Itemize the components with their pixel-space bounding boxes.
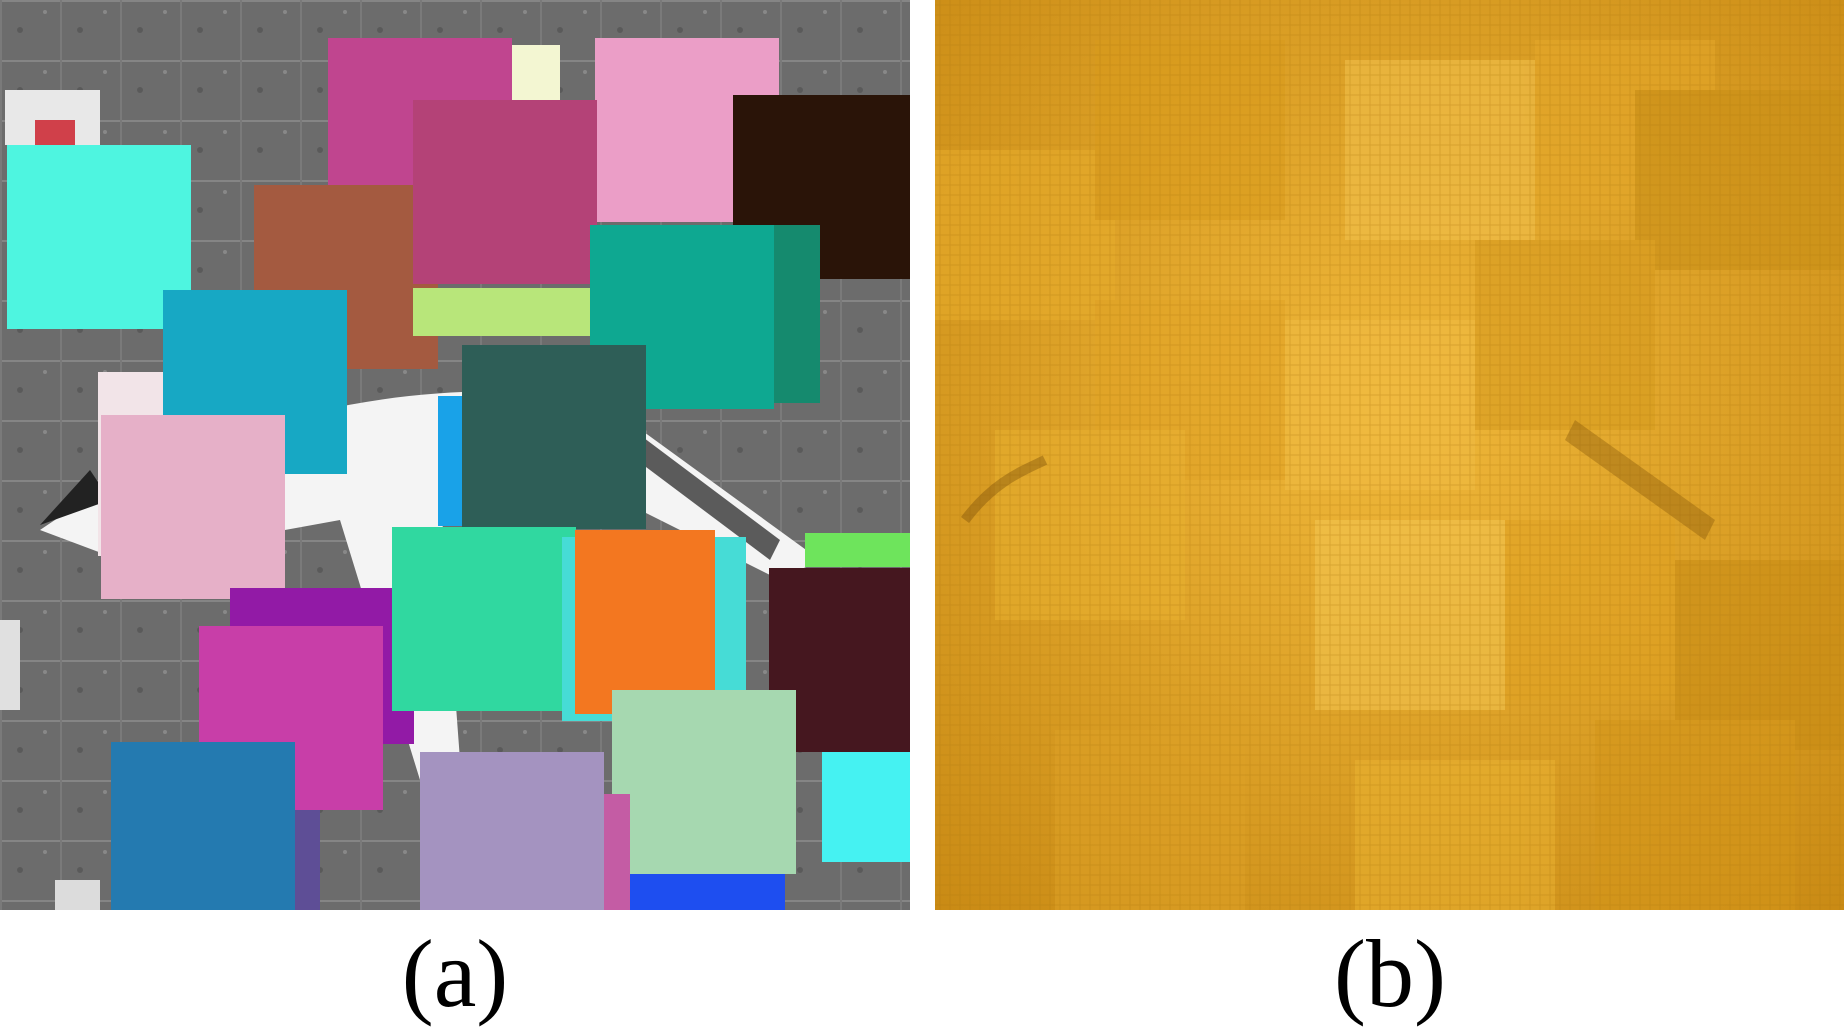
- faint-tail-trace: [961, 455, 1048, 524]
- faint-wing-trace: [1565, 420, 1715, 540]
- building-edge: [0, 620, 20, 710]
- fabric-texture: [935, 0, 1844, 910]
- caption-b: (b): [1334, 920, 1446, 1027]
- ground-object: [55, 880, 100, 910]
- wing-shadow: [610, 420, 780, 560]
- caption-a: (a): [401, 920, 509, 1027]
- airplane-tail-shadow: [40, 470, 110, 525]
- panel-b-image: [935, 0, 1844, 910]
- color-patch-aerial-image: [0, 0, 910, 910]
- color-patches: [7, 38, 910, 910]
- panel-a-image: [0, 0, 910, 910]
- golden-textured-image: [935, 0, 1844, 910]
- vehicle: [35, 120, 75, 145]
